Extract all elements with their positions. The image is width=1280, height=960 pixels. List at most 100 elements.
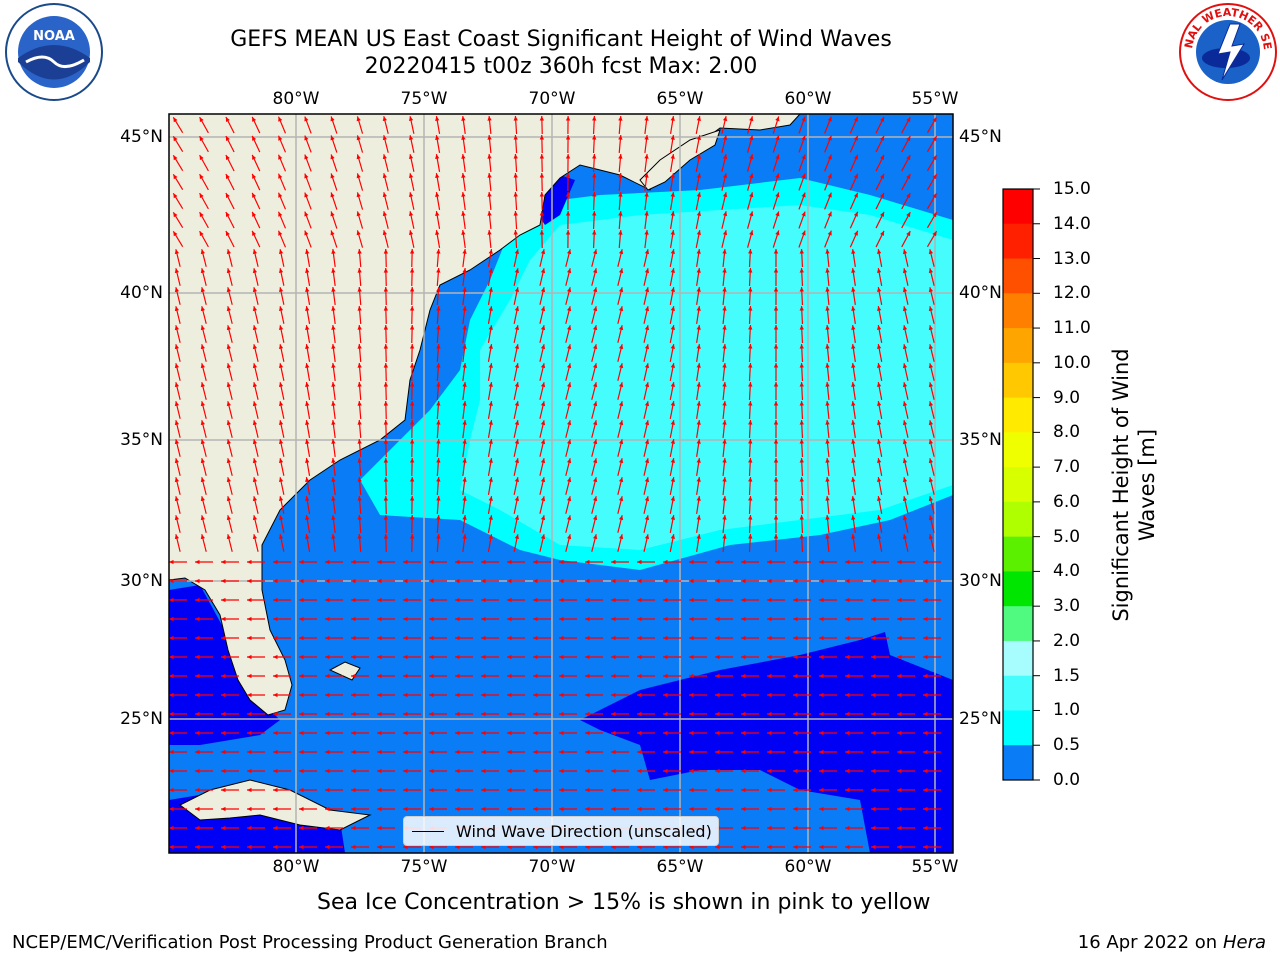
wave-arrow-head <box>200 363 205 369</box>
wave-arrow <box>721 154 728 172</box>
wave-arrow <box>325 692 343 698</box>
wave-arrow-head <box>715 806 720 812</box>
wave-arrow-head <box>637 597 642 603</box>
wave-arrow-head <box>593 496 598 502</box>
wave-arrow <box>305 477 311 495</box>
wave-arrow <box>715 692 733 698</box>
wave-arrow <box>923 711 941 717</box>
wave-arrow <box>330 173 338 191</box>
wave-arrow-head <box>299 768 304 774</box>
wave-arrow <box>351 806 369 812</box>
wave-arrow-head <box>429 730 434 736</box>
wave-arrow <box>481 673 499 679</box>
wave-arrow <box>273 692 291 698</box>
wave-arrow <box>643 306 650 324</box>
wave-arrow <box>747 173 754 191</box>
wave-arrow <box>902 458 909 476</box>
wave-arrow <box>200 534 207 552</box>
wave-arrow <box>225 192 235 210</box>
wave-arrow-head <box>722 192 728 198</box>
wave-arrow <box>226 515 233 533</box>
wave-arrow-head <box>252 116 257 122</box>
wave-arrow <box>487 344 493 362</box>
wave-arrow <box>539 458 546 476</box>
wave-arrow-head <box>663 749 668 755</box>
wave-arrow-head <box>670 154 675 159</box>
wave-arrow-head <box>252 477 258 483</box>
wave-arrow-head <box>566 496 572 502</box>
wave-arrow <box>462 514 467 534</box>
wave-arrow-head <box>533 635 538 641</box>
wave-arrow <box>461 116 466 134</box>
wave-arrow-head <box>722 401 727 406</box>
wave-arrow-head <box>748 363 753 368</box>
wave-arrow <box>877 268 883 286</box>
wave-arrow-head <box>799 325 804 330</box>
wave-arrow-head <box>559 559 564 565</box>
wave-arrow-head <box>825 382 830 387</box>
wave-arrow-head <box>689 673 694 679</box>
wave-arrow-head <box>455 578 460 584</box>
wave-arrow <box>663 749 681 755</box>
wave-arrow <box>565 306 572 324</box>
wave-arrow-head <box>408 173 414 179</box>
wave-arrow <box>409 476 415 496</box>
wave-arrow-head <box>644 287 650 293</box>
wave-arrow <box>799 419 804 439</box>
wave-arrow <box>273 654 291 660</box>
wave-arrow <box>875 192 885 210</box>
wave-arrow-head <box>819 654 824 660</box>
wave-arrow <box>409 514 415 534</box>
wave-arrow-head <box>331 477 336 482</box>
wave-arrow <box>928 325 935 343</box>
wave-arrow-head <box>174 363 180 369</box>
wave-arrow <box>928 268 935 286</box>
wave-arrow <box>793 692 811 698</box>
wave-arrow-head <box>278 306 284 312</box>
wave-arrow-head <box>906 174 911 180</box>
wave-arrow-head <box>462 287 467 292</box>
wave-arrow-head <box>429 635 434 641</box>
wave-arrow <box>383 476 389 496</box>
wave-arrow <box>663 616 681 622</box>
wave-arrow-head <box>845 711 850 717</box>
wave-arrow <box>618 210 623 230</box>
wave-arrow <box>871 787 889 793</box>
wave-arrow <box>174 420 181 438</box>
wave-arrow <box>773 400 779 420</box>
wave-arrow-head <box>825 287 830 292</box>
wave-arrow <box>539 515 546 533</box>
wave-arrow <box>481 749 499 755</box>
wave-arrow-head <box>897 730 902 736</box>
wave-arrow-head <box>749 192 754 198</box>
wave-arrow-head <box>559 768 564 774</box>
wave-arrow <box>611 673 629 679</box>
wave-arrow <box>875 135 885 153</box>
wave-arrow-head <box>377 825 382 831</box>
wave-arrow-head <box>351 616 356 622</box>
wave-arrow-head <box>827 211 832 217</box>
wave-arrow-head <box>247 825 252 831</box>
wave-arrow <box>403 673 421 679</box>
wave-arrow-head <box>169 654 174 660</box>
wave-arrow-head <box>403 730 408 736</box>
noaa-logo: NOAA <box>5 3 103 101</box>
lat-label-left: 45°N <box>120 127 163 147</box>
wave-arrow <box>643 401 650 419</box>
wave-arrow-head <box>880 116 884 122</box>
wave-arrow-head <box>436 477 441 482</box>
wave-arrow <box>435 192 441 210</box>
wave-arrow <box>195 711 213 717</box>
wave-arrow-head <box>819 711 824 717</box>
wave-arrow-head <box>618 401 624 407</box>
wave-arrow <box>487 134 492 154</box>
wave-arrow <box>533 559 551 565</box>
wave-arrow-head <box>722 534 727 539</box>
wave-arrow <box>195 597 213 603</box>
wave-arrow <box>436 495 441 515</box>
wave-arrow <box>273 825 291 831</box>
colorbar-tick-label: 13.0 <box>1053 248 1091 269</box>
wave-arrow-head <box>514 458 520 464</box>
wave-arrow <box>299 673 317 679</box>
wave-arrow-head <box>793 711 798 717</box>
